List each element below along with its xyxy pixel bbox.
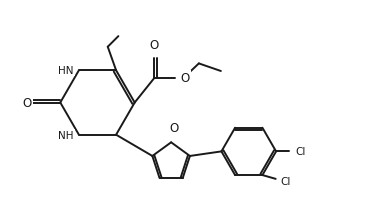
- Text: O: O: [22, 97, 32, 109]
- Text: O: O: [150, 39, 159, 52]
- Text: O: O: [181, 72, 190, 85]
- Text: Cl: Cl: [280, 176, 291, 186]
- Text: Cl: Cl: [296, 147, 306, 157]
- Text: O: O: [170, 121, 179, 134]
- Text: HN: HN: [58, 66, 74, 76]
- Text: NH: NH: [58, 130, 74, 140]
